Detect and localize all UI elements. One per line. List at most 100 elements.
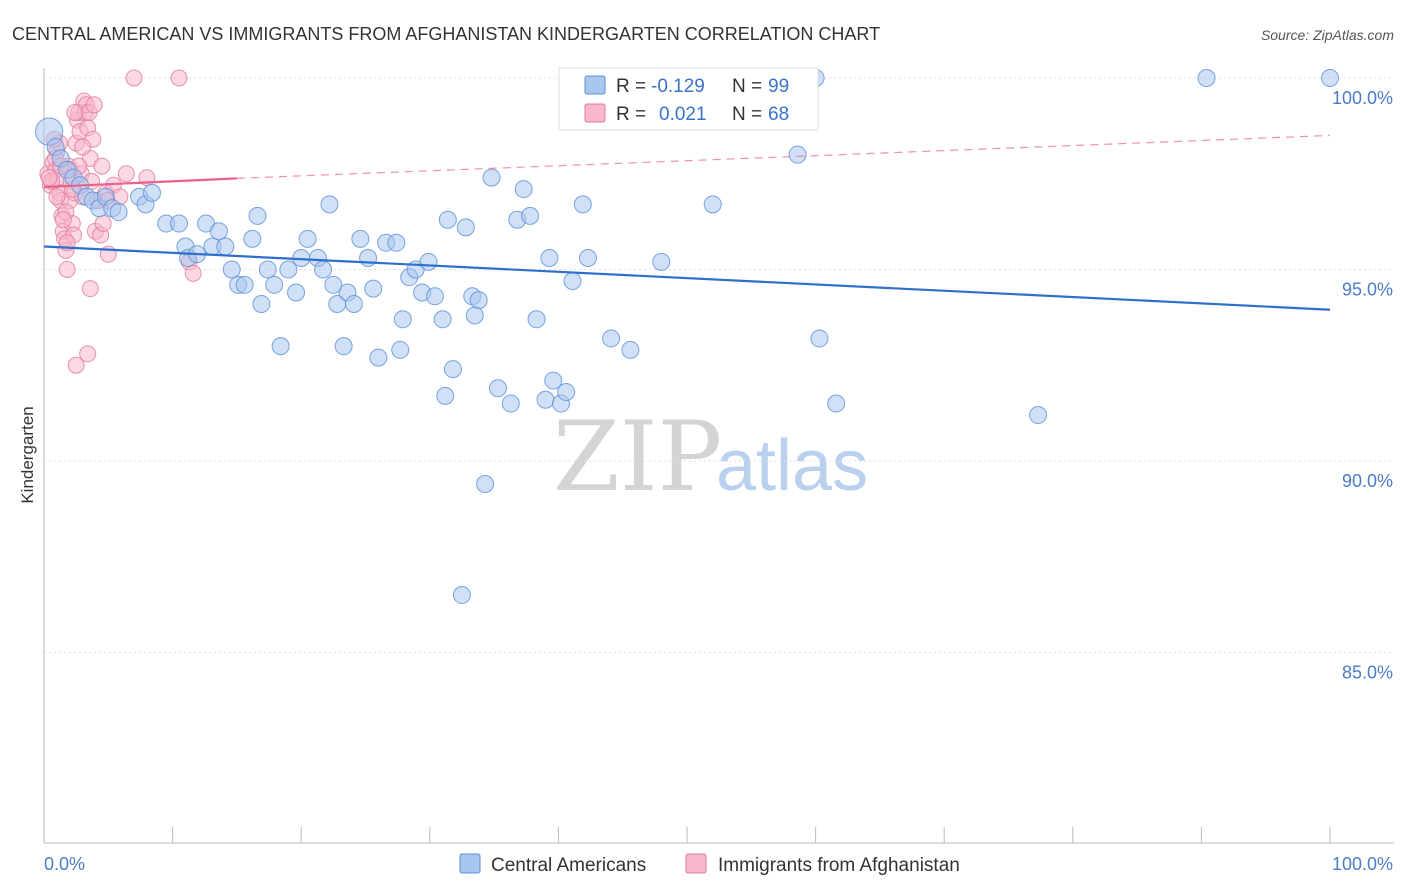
central-americans-point-32 [271, 337, 290, 356]
central-americans-point-81 [621, 340, 640, 359]
central-americans-point-61 [456, 218, 475, 237]
central-americans-trend-line [43, 245, 1331, 311]
central-americans-point-67 [501, 394, 520, 413]
central-americans-point-74 [544, 371, 563, 390]
central-americans-point-14 [143, 183, 162, 202]
central-americans-point-24 [222, 260, 241, 279]
x-tick-labels: 0.0% 100.0% [44, 854, 1393, 874]
x-tick-label-1: 100.0% [1332, 854, 1393, 874]
watermark: ZIP atlas [553, 401, 868, 513]
legend-n-value-pink: 68 [768, 104, 789, 125]
afghanistan-point-36 [94, 215, 112, 233]
legend-n-value-blue: 99 [768, 76, 789, 97]
legend-r-label-blue: R = [616, 76, 646, 97]
legend-r-value-blue: -0.129 [651, 76, 705, 97]
afghanistan-point-41 [117, 165, 135, 183]
afghanistan-point-61 [85, 96, 103, 114]
legend-r-value-pink: 0.021 [659, 104, 707, 125]
central-americans-point-89 [1197, 69, 1216, 87]
central-americans-point-38 [314, 260, 333, 279]
series-central-americans-points [35, 69, 1339, 605]
afghanistan-trend-extension [236, 134, 1331, 179]
central-americans-point-36 [298, 229, 317, 248]
central-americans-point-43 [344, 294, 363, 313]
central-americans-point-55 [425, 287, 444, 306]
grid [44, 77, 1394, 653]
trend-lines [43, 134, 1331, 311]
central-americans-point-31 [265, 275, 284, 294]
central-americans-point-46 [364, 279, 383, 298]
series-legend-swatch-central-americans [459, 853, 481, 874]
central-americans-point-69 [514, 180, 533, 199]
central-americans-point-72 [536, 390, 555, 409]
central-americans-point-57 [438, 210, 457, 229]
chart-source: Source: ZipAtlas.com [1261, 27, 1394, 43]
central-americans-point-49 [387, 233, 406, 252]
central-americans-point-33 [279, 260, 298, 279]
central-americans-point-73 [540, 249, 559, 268]
y-tick-labels: 100.0% 95.0% 90.0% 85.0% [1332, 88, 1393, 683]
central-americans-point-64 [476, 474, 495, 493]
central-americans-point-11 [109, 203, 128, 222]
central-americans-point-30 [258, 260, 277, 279]
watermark-atlas: atlas [716, 426, 868, 506]
y-tick-label-1: 95.0% [1342, 280, 1393, 300]
central-americans-point-44 [351, 229, 370, 248]
central-americans-point-41 [334, 337, 353, 356]
series-legend-label-central-americans: Central Americans [491, 855, 646, 876]
x-tick-label-0: 0.0% [44, 854, 85, 874]
central-americans-point-23 [216, 237, 235, 256]
axes [43, 68, 1394, 844]
central-americans-point-39 [320, 195, 339, 214]
central-americans-point-45 [359, 249, 378, 268]
central-americans-point-76 [557, 383, 576, 402]
legend-swatch-pink [584, 103, 606, 123]
correlation-legend: R = -0.129 N = 99 R = 0.021 N = 68 [558, 67, 819, 131]
series-legend-label-afghanistan: Immigrants from Afghanistan [718, 855, 960, 876]
legend-r-label-pink: R = [616, 104, 646, 125]
afghanistan-point-57 [54, 211, 72, 229]
series-legend: Central Americans Immigrants from Afghan… [459, 853, 960, 876]
central-americans-point-82 [652, 252, 671, 271]
central-americans-point-84 [788, 145, 807, 164]
central-americans-point-80 [602, 329, 621, 348]
central-americans-point-58 [443, 360, 462, 379]
afghanistan-point-49 [81, 280, 99, 298]
afghanistan-point-12 [58, 261, 76, 278]
central-americans-point-79 [578, 249, 597, 268]
central-americans-point-70 [521, 206, 540, 225]
central-americans-point-78 [573, 195, 592, 214]
y-tick-label-0: 100.0% [1332, 88, 1393, 108]
central-americans-point-28 [248, 206, 267, 225]
afghanistan-point-62 [66, 103, 84, 121]
y-tick-label-2: 90.0% [1342, 471, 1393, 491]
watermark-zip: ZIP [553, 401, 722, 513]
legend-n-label-blue: N = [732, 76, 762, 97]
afghanistan-point-67 [40, 169, 58, 187]
central-americans-point-56 [433, 310, 452, 329]
central-americans-point-29 [252, 294, 271, 313]
y-axis-label: Kindergarten [18, 406, 37, 503]
central-americans-point-87 [827, 394, 846, 413]
afghanistan-point-48 [79, 345, 97, 363]
central-americans-point-34 [287, 283, 306, 302]
central-americans-point-94 [324, 275, 343, 294]
central-americans-point-88 [1029, 406, 1048, 425]
chart-title: CENTRAL AMERICAN VS IMMIGRANTS FROM AFGH… [12, 24, 880, 44]
afghanistan-point-47 [67, 356, 85, 374]
afghanistan-point-42 [125, 69, 143, 87]
central-americans-point-60 [452, 586, 471, 605]
central-americans-point-16 [170, 214, 189, 233]
central-americans-point-92 [391, 340, 410, 359]
y-tick-label-3: 85.0% [1342, 663, 1393, 683]
central-americans-point-93 [465, 306, 484, 325]
central-americans-point-26 [235, 275, 254, 294]
central-americans-point-65 [482, 168, 501, 187]
central-americans-point-63 [469, 291, 488, 310]
afghanistan-point-60 [48, 188, 66, 206]
central-americans-point-83 [703, 195, 722, 214]
afghanistan-point-55 [74, 138, 92, 156]
central-americans-point-59 [436, 386, 455, 405]
central-americans-point-22 [209, 222, 228, 241]
